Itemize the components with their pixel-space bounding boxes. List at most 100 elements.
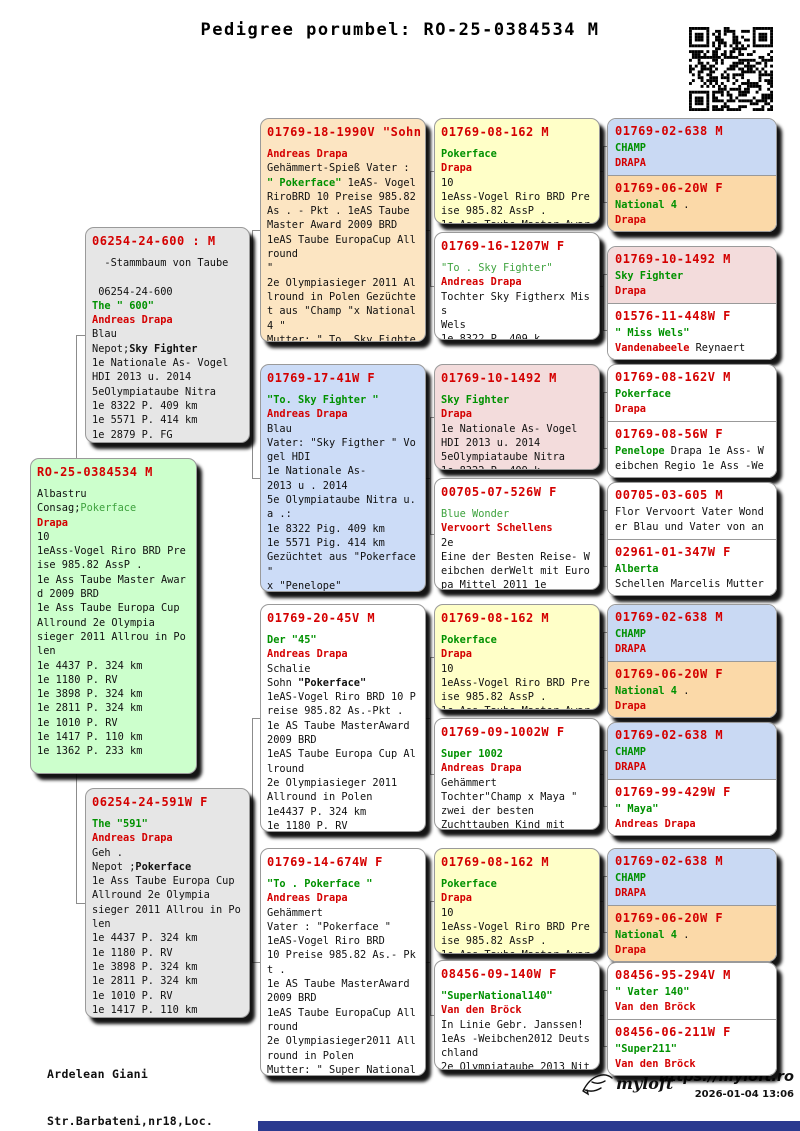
ring-number: 01769-17-41W F xyxy=(267,371,376,385)
ring-number: 01769-02-638 M xyxy=(615,854,724,868)
pedigree-box: 08456-06-211W F "Super211" Van den Bröck xyxy=(608,1019,776,1075)
box-line: 1e AS Taube MasterAward xyxy=(267,978,410,991)
box-line: 1e 4437 P. 324 km xyxy=(92,932,198,945)
pedigree-pair-gg4: 00705-03-605 M Flor Vervoort Vater Wond er… xyxy=(607,482,777,596)
pedigree-box-dam: 06254-24-591W F The "591" Andreas Drapa Geh… xyxy=(85,788,250,1018)
box-line: Drapa xyxy=(615,214,646,226)
pedigree-box: 01769-10-1492 M Sky Fighter Drapa xyxy=(608,247,776,303)
box-line: Albastru xyxy=(37,488,87,500)
box-line: Alberta xyxy=(615,563,659,575)
myloft-logo-text: myloft xyxy=(616,1073,674,1093)
box-line: " Miss Wels" xyxy=(615,327,690,339)
box-line: Drapa xyxy=(441,892,472,905)
box-line: Mutter: " To. Sky Fighte xyxy=(267,333,416,342)
connector-line xyxy=(603,146,604,202)
myloft-logo: myloft xyxy=(580,1070,673,1096)
box-line: National 4 . xyxy=(615,929,690,941)
pedigree-box-sire-dam: 01769-17-41W F "To. Sky Fighter " Andreas … xyxy=(260,364,426,592)
box-line: chland xyxy=(441,1047,479,1060)
box-line: CHAMP xyxy=(615,142,646,154)
box-line: 5eOlympiataube Nitra xyxy=(92,385,216,398)
connector-line xyxy=(430,657,434,658)
box-line: Sky Fighter xyxy=(441,394,510,406)
pedigree-box-sd-sire: 01769-10-1492 M Sky Fighter Drapa 1e Nation… xyxy=(434,364,600,470)
pedigree-box: 01769-06-20W F National 4 . Drapa xyxy=(608,661,776,717)
box-line: 1eAS-Vogel Riro BRD xyxy=(267,935,385,948)
box-line: " Vater 140" xyxy=(615,986,690,998)
pedigree-box: 01769-08-162V M Pokerface Drapa xyxy=(608,365,776,421)
box-line: Consag;Pokerface xyxy=(37,502,137,515)
connector-line xyxy=(76,903,85,904)
connector-line xyxy=(430,534,434,535)
box-line: t . xyxy=(267,963,286,976)
ring-number: 02961-01-347W F xyxy=(615,545,731,559)
ring-number: 01769-08-162 M xyxy=(441,125,550,139)
box-line: DRAPA xyxy=(615,887,646,899)
box-line: gel HDI xyxy=(267,451,311,464)
box-line: len xyxy=(92,918,111,931)
box-line: -Stammbaum von Taube xyxy=(92,257,229,269)
connector-line xyxy=(430,417,431,534)
pedigree-box: 08456-95-294V M " Vater 140" Van den Bröck xyxy=(608,963,776,1019)
connector-line xyxy=(430,417,434,418)
box-line: 1e Nationale As- Vogel xyxy=(92,357,229,370)
box-line: Andreas Drapa xyxy=(267,148,348,160)
connector-line xyxy=(603,510,604,566)
pedigree-pair-gg2: 01769-10-1492 M Sky Fighter Drapa 01576-11-… xyxy=(607,246,777,360)
breeder-address-1: Str.Barbateni,nr18,Loc. xyxy=(47,1113,214,1128)
box-line: 1eAS Taube EuropaCup All xyxy=(267,233,416,246)
box-line: "To. Sky Fighter " xyxy=(267,394,379,406)
box-line: 1e 5571 P. 414 km xyxy=(92,414,198,427)
ring-number: 01769-02-638 M xyxy=(615,610,724,624)
box-line: Andreas Drapa xyxy=(92,314,173,327)
box-line: CHAMP xyxy=(615,872,646,884)
connector-line xyxy=(600,657,603,658)
box-line: 1eAs -Weibchen2012 Deuts xyxy=(441,1032,590,1045)
box-line: Der "45" xyxy=(267,634,317,646)
pedigree-pair-gg6: 01769-02-638 M CHAMP DRAPA 01769-99-429W F "… xyxy=(607,722,777,836)
box-line: 1eAss-Vogel Riro BRD Pre xyxy=(441,676,590,689)
box-line: Allround 2e Olympia xyxy=(37,616,155,629)
connector-line xyxy=(603,392,607,393)
box-line: 1e Nationale As- Vogel xyxy=(441,422,578,435)
box-line: 1e 2879 P. FG xyxy=(92,428,173,441)
box-line: 1e 1417 P. 110 km xyxy=(37,731,143,744)
pedigree-pair-gg5: 01769-02-638 M CHAMP DRAPA 01769-06-20W F Na… xyxy=(607,604,777,718)
box-line: 1eAS-Vogel Riro BRD 10 P xyxy=(267,691,416,704)
box-line: 1e 5571 Pig. 414 km xyxy=(267,536,385,549)
pedigree-box: 01769-02-638 M CHAMP DRAPA xyxy=(608,119,776,175)
box-line: 1e 8322 Pig. 409 km xyxy=(267,522,385,535)
box-line: 2009 BRD xyxy=(267,992,317,1005)
box-line: Andreas Drapa xyxy=(92,832,173,845)
pedigree-box: 02961-01-347W F Alberta Schellen Marcelis … xyxy=(608,539,776,595)
pedigree-box-dam-dam: 01769-14-674W F "To . Pokerface " Andreas … xyxy=(260,848,426,1076)
connector-line xyxy=(603,274,604,330)
box-line: Drapa xyxy=(441,648,472,661)
box-line: 10 xyxy=(37,530,50,543)
ring-number: 01769-10-1492 M xyxy=(615,252,731,266)
box-line: Schalie xyxy=(267,662,311,675)
connector-line xyxy=(600,774,603,775)
box-line: pa Mittel 2011 1e xyxy=(441,579,547,590)
ring-number: 01769-06-20W F xyxy=(615,667,724,681)
connector-line xyxy=(603,566,607,567)
box-line: 2e Olympiataube 2013 Nit xyxy=(441,1061,590,1070)
box-line: a .: xyxy=(267,508,292,521)
page-title: Pedigree porumbel: RO-25-0384534 M xyxy=(200,20,600,40)
box-line: 1e 1362 P. 233 km xyxy=(37,745,143,758)
box-line: 10 Preise 985.82 As.- Pk xyxy=(267,949,416,962)
connector-line xyxy=(430,774,434,775)
connector-line xyxy=(603,990,604,1046)
box-line: Gezüchtet aus "Pokerface xyxy=(267,551,416,564)
breeder-info: Ardelean Giani Str.Barbateni,nr18,Loc. L… xyxy=(47,1036,213,1131)
box-line: Master Award 2009 BRD xyxy=(267,219,398,232)
box-line: 1e AS Taube MasterAward xyxy=(267,719,410,732)
pedigree-box-sd-dam: 00705-07-526W F Blue Wonder Vervoort Schel… xyxy=(434,478,600,590)
box-line: 1e Ass Taube Master Awar xyxy=(441,948,593,953)
connector-line xyxy=(600,534,603,535)
box-line: d 2009 BRD xyxy=(37,588,99,601)
ring-number: 01769-20-45V M xyxy=(267,611,376,625)
ring-number: 00705-03-605 M xyxy=(615,488,724,502)
box-line: "SuperNational140" xyxy=(441,990,553,1002)
box-line: Andreas Drapa xyxy=(441,276,522,289)
